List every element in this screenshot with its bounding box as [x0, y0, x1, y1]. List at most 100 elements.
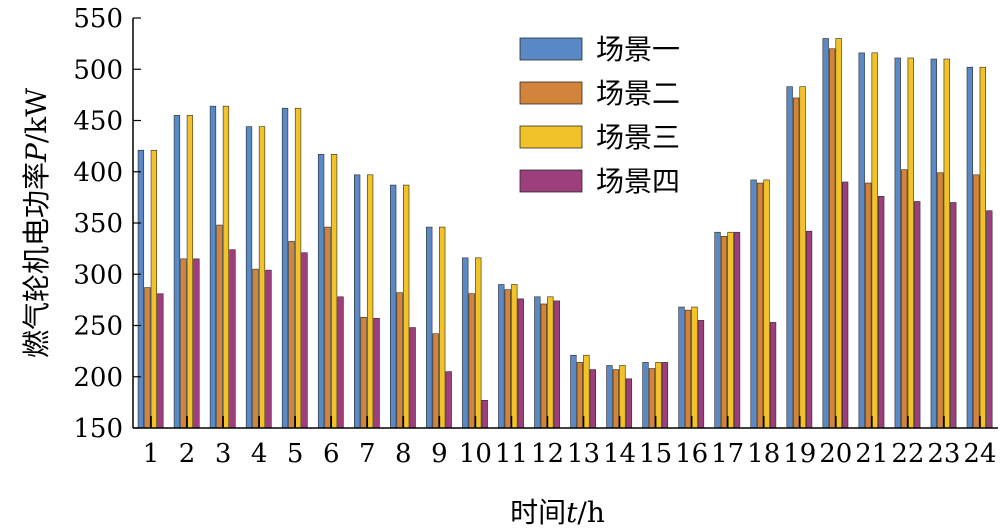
legend-label-2: 场景二: [596, 77, 680, 110]
bar-4-13: [589, 369, 597, 429]
bar-2-11: [504, 289, 511, 429]
x-tick-label: 15: [639, 439, 672, 469]
bar-4-5: [301, 252, 308, 429]
y-tick-label: 350: [73, 209, 123, 239]
bar-4-23: [950, 202, 957, 429]
bar-1-4: [245, 126, 253, 429]
bar-1-7: [353, 174, 361, 429]
bar-3-22: [907, 57, 914, 429]
bar-4-4: [265, 269, 272, 429]
y-tick-label: 150: [73, 414, 123, 444]
bar-2-12: [540, 303, 547, 429]
bar-1-8: [390, 184, 397, 429]
bar-1-12: [534, 296, 541, 429]
bar-1-2: [173, 115, 181, 429]
y-tick-label: 450: [73, 107, 123, 137]
bar-3-12: [547, 296, 554, 429]
bar-3-2: [186, 115, 194, 429]
bar-2-17: [720, 236, 728, 429]
bar-3-21: [871, 52, 878, 429]
bar-4-8: [409, 327, 416, 429]
bar-4-20: [841, 181, 849, 429]
bar-2-13: [576, 362, 584, 429]
bar-2-18: [756, 182, 764, 429]
legend-label-4: 场景四: [596, 165, 680, 198]
bar-1-1: [137, 149, 145, 429]
bar-2-10: [468, 293, 475, 429]
y-tick-label: 550: [73, 4, 123, 34]
bar-2-7: [360, 316, 367, 429]
bar-4-21: [878, 196, 885, 429]
x-tick-label: 24: [963, 439, 996, 469]
bar-2-5: [288, 241, 295, 429]
bar-3-16: [691, 306, 698, 429]
x-tick-label: 17: [711, 439, 744, 469]
bar-1-13: [570, 354, 577, 429]
x-tick-label: 13: [567, 439, 600, 469]
x-tick-label: 12: [531, 439, 564, 469]
bar-2-15: [648, 368, 656, 429]
y-tick-label: 300: [73, 260, 123, 290]
bar-3-9: [439, 226, 446, 429]
bar-4-9: [445, 371, 452, 429]
bar-3-18: [763, 179, 770, 429]
bar-1-3: [209, 105, 217, 429]
x-tick-label: 7: [359, 439, 376, 469]
x-tick-label: 14: [603, 439, 636, 469]
bar-1-22: [894, 57, 901, 429]
bars-layer: [137, 38, 993, 429]
bar-1-10: [462, 257, 469, 429]
bar-3-7: [366, 174, 374, 429]
x-tick-label: 10: [459, 439, 492, 469]
bar-3-4: [258, 126, 266, 429]
legend-label-1: 场景一: [596, 33, 680, 66]
bar-1-17: [714, 231, 721, 429]
bar-2-20: [829, 48, 836, 429]
bar-3-1: [150, 149, 158, 429]
y-tick-label: 200: [73, 363, 123, 393]
bar-4-24: [986, 210, 993, 429]
bar-2-19: [792, 97, 800, 429]
bar-1-15: [642, 362, 649, 429]
bar-3-15: [655, 362, 662, 429]
bar-4-16: [697, 320, 705, 429]
bar-3-19: [799, 86, 806, 429]
bar-2-23: [937, 172, 944, 429]
bar-1-9: [426, 226, 433, 429]
x-tick-label: 8: [395, 439, 412, 469]
bar-1-11: [498, 284, 505, 429]
bar-2-14: [612, 369, 620, 429]
legend-swatch-4: [519, 169, 583, 193]
bar-3-13: [583, 354, 590, 429]
bar-2-2: [180, 258, 187, 429]
bar-3-14: [619, 365, 626, 429]
bar-3-23: [943, 58, 950, 429]
y-axis-title: 燃气轮机电功率P/kW: [20, 88, 53, 358]
bar-1-6: [317, 154, 325, 429]
bar-2-9: [432, 333, 439, 429]
x-tick-label: 22: [891, 439, 924, 469]
x-tick-label: 11: [495, 439, 528, 469]
bar-4-11: [517, 298, 524, 429]
bar-3-11: [511, 284, 518, 429]
bar-4-19: [805, 230, 813, 429]
x-tick-label: 18: [747, 439, 780, 469]
bar-3-5: [294, 107, 302, 429]
x-axis-title: 时间t/h: [510, 496, 605, 529]
bar-1-18: [750, 179, 757, 429]
bar-2-22: [901, 169, 908, 429]
legend-label-3: 场景三: [596, 121, 680, 154]
x-tick-label: 5: [287, 439, 304, 469]
x-tick-label: 2: [179, 439, 196, 469]
y-tick-label: 400: [73, 158, 123, 188]
bar-1-23: [930, 58, 937, 429]
x-tick-label: 1: [143, 439, 160, 469]
x-tick-label: 19: [783, 439, 816, 469]
bar-1-5: [281, 107, 289, 429]
bar-3-17: [727, 231, 734, 429]
bar-3-3: [222, 105, 230, 429]
bar-4-1: [157, 293, 164, 429]
